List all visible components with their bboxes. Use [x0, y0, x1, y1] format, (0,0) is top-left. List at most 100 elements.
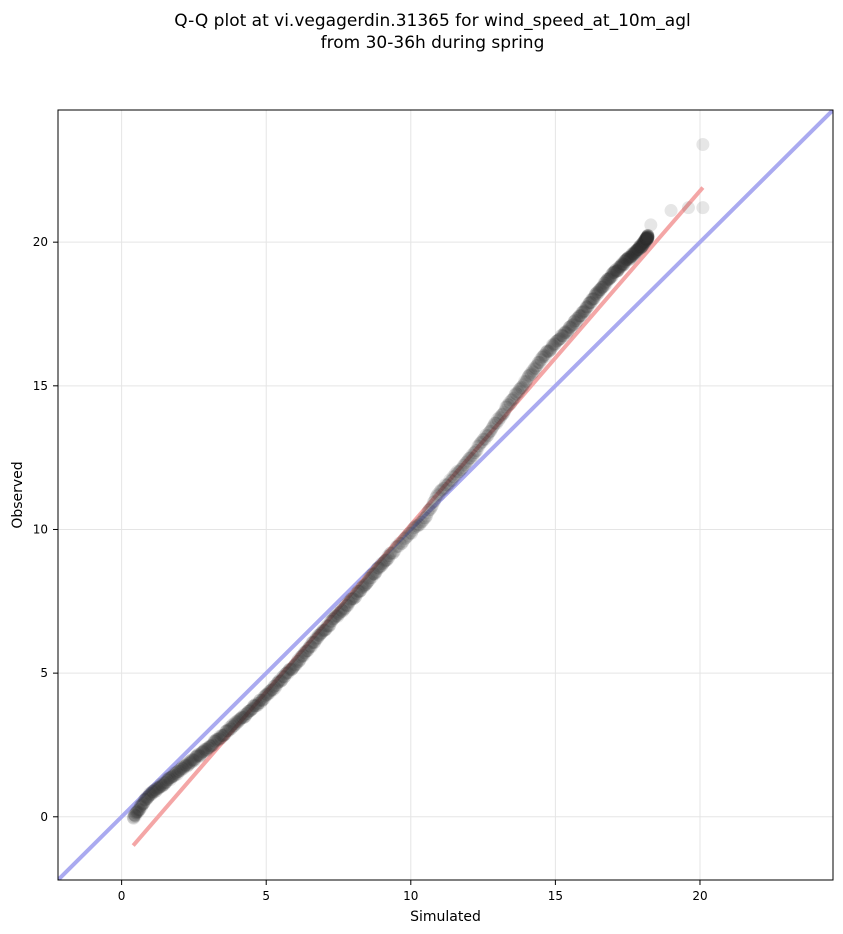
data-point [281, 666, 295, 680]
data-point [184, 753, 198, 767]
data-point [380, 553, 394, 567]
data-point [389, 540, 403, 554]
data-point [568, 314, 582, 328]
data-point [321, 619, 335, 633]
data-point [561, 324, 575, 338]
data-point [635, 239, 649, 253]
data-point [204, 739, 218, 753]
data-point [407, 521, 421, 535]
data-point [631, 243, 645, 257]
data-point [361, 574, 375, 588]
data-point [253, 694, 267, 708]
data-point [628, 246, 642, 260]
data-point [447, 470, 461, 484]
data-point [443, 473, 457, 487]
data-point [638, 234, 652, 248]
data-point [600, 274, 614, 288]
data-point [190, 748, 204, 762]
data-point [129, 806, 143, 820]
data-point [133, 800, 147, 814]
data-point [387, 546, 401, 560]
data-point [248, 699, 262, 713]
data-point [255, 694, 269, 708]
data-point [464, 451, 478, 465]
data-point [585, 292, 599, 306]
data-point [415, 515, 429, 529]
data-point [556, 329, 570, 343]
data-point [595, 280, 609, 294]
data-point [305, 636, 319, 650]
data-point [368, 566, 382, 580]
data-point [170, 766, 184, 780]
data-point [328, 610, 342, 624]
data-point [208, 734, 222, 748]
data-point [163, 771, 177, 785]
data-point [525, 364, 539, 378]
data-point [384, 546, 398, 560]
data-point [639, 231, 653, 245]
data-point [195, 745, 209, 759]
data-point [544, 342, 558, 356]
data-point [625, 249, 639, 263]
data-point [141, 791, 155, 805]
data-point [357, 578, 371, 592]
data-point [349, 586, 363, 600]
data-point [212, 732, 226, 746]
data-point [173, 762, 187, 776]
data-point [489, 416, 503, 430]
data-point [225, 719, 239, 733]
data-point [172, 764, 186, 778]
data-point [502, 398, 516, 412]
data-point [142, 788, 156, 802]
data-point [638, 235, 652, 249]
data-point [128, 808, 142, 822]
data-point [628, 245, 642, 259]
data-point [335, 604, 349, 618]
data-point [448, 467, 462, 481]
data-point [319, 622, 333, 636]
data-point [418, 511, 432, 525]
data-point [164, 770, 178, 784]
data-point [132, 802, 146, 816]
data-point [188, 750, 202, 764]
data-point [144, 788, 158, 802]
data-point [279, 666, 293, 680]
data-point [636, 237, 650, 251]
data-point [127, 810, 141, 824]
data-point [297, 649, 311, 663]
data-point [235, 710, 249, 724]
data-point [179, 759, 193, 773]
data-point [545, 338, 559, 352]
data-point [524, 366, 538, 380]
data-point [494, 409, 508, 423]
data-point [194, 747, 208, 761]
data-point [538, 349, 552, 363]
data-point [602, 273, 616, 287]
data-point [355, 580, 369, 594]
data-point [352, 585, 366, 599]
data-point [277, 670, 291, 684]
data-point [621, 251, 635, 265]
data-point [482, 426, 496, 440]
data-point [641, 231, 655, 245]
data-point [624, 249, 638, 263]
data-point [212, 732, 226, 746]
data-point [486, 420, 500, 434]
data-point [261, 686, 275, 700]
data-point [500, 400, 514, 414]
data-point [625, 250, 639, 264]
data-point [267, 679, 281, 693]
data-point [626, 249, 640, 263]
data-point [491, 414, 505, 428]
data-point [628, 247, 642, 261]
data-point [505, 393, 519, 407]
data-point [243, 704, 257, 718]
data-point [322, 619, 336, 633]
data-point [446, 470, 460, 484]
x-tick-label: 15 [548, 889, 563, 903]
data-point [413, 518, 427, 532]
data-point [618, 255, 632, 269]
data-point [581, 300, 595, 314]
data-point [422, 503, 436, 517]
data-point [192, 747, 206, 761]
